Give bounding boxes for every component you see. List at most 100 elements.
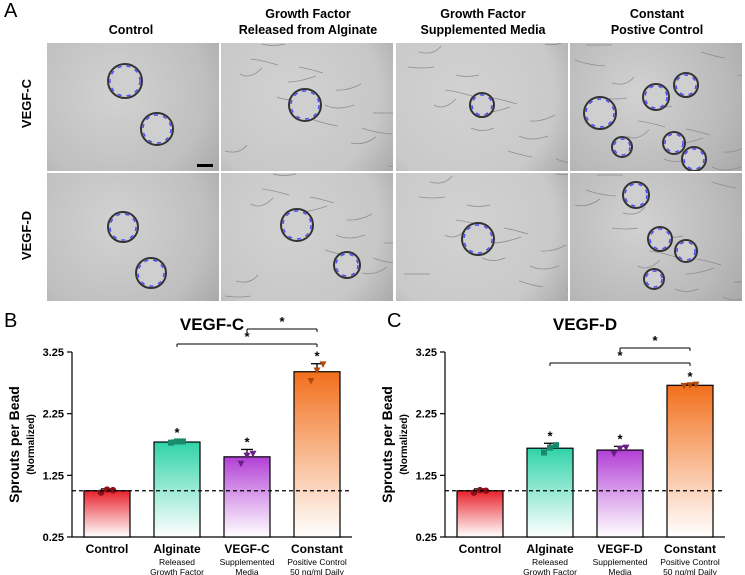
micrograph-image bbox=[574, 174, 742, 301]
y-tick-label: 0.25 bbox=[416, 532, 437, 544]
y-axis-label: Sprouts per Bead bbox=[6, 386, 22, 503]
sprout-trace bbox=[418, 45, 442, 54]
chart-title: VEGF-C bbox=[180, 315, 244, 334]
sprout-trace bbox=[711, 181, 737, 189]
category-sublabel: Positive Control bbox=[287, 557, 347, 567]
category-label: Alginate bbox=[153, 542, 201, 556]
sprout-trace bbox=[574, 198, 601, 207]
sprout-trace bbox=[674, 288, 699, 292]
data-point bbox=[249, 450, 257, 458]
sprout-trace bbox=[287, 75, 317, 83]
y-tick-label: 3.25 bbox=[43, 347, 64, 359]
sprout-trace bbox=[387, 165, 393, 167]
sprout-trace bbox=[685, 128, 711, 136]
sprout-trace bbox=[313, 119, 339, 127]
category-label: Alginate bbox=[526, 542, 574, 556]
bead bbox=[622, 181, 650, 209]
sprout-trace bbox=[261, 43, 286, 46]
category-sublabel: 50 ng/ml Daily bbox=[290, 567, 345, 575]
micrograph-tile bbox=[395, 172, 569, 302]
column-heading-supplemented: Growth Factor Supplemented Media bbox=[396, 6, 570, 38]
bead-nuclei-stain bbox=[645, 270, 663, 288]
micrograph-tile bbox=[46, 42, 220, 172]
sprout-trace bbox=[611, 227, 639, 230]
category-label: Control bbox=[459, 542, 502, 556]
sprout-trace bbox=[309, 196, 335, 204]
micrograph-image bbox=[107, 211, 167, 289]
bead-nuclei-stain bbox=[137, 259, 165, 287]
bead-nuclei-stain bbox=[676, 241, 696, 261]
category-label: VEGF-C bbox=[224, 542, 270, 556]
category-sublabel: Supplemented bbox=[220, 557, 275, 567]
micrograph-image bbox=[224, 173, 393, 298]
bead bbox=[135, 257, 167, 289]
data-point bbox=[686, 382, 694, 389]
bead bbox=[662, 131, 686, 155]
category-sublabel: Released bbox=[532, 557, 568, 567]
y-tick-label: 2.25 bbox=[416, 409, 437, 421]
vegf-c-bar-chart: VEGF-C Sprouts per Bead (Normalized) 0.25 1.… bbox=[6, 314, 352, 575]
sprout-trace bbox=[466, 204, 491, 207]
panel-label-c: C bbox=[387, 310, 402, 332]
bead-nuclei-stain bbox=[649, 228, 671, 250]
bead bbox=[107, 63, 143, 99]
micrograph-image bbox=[107, 63, 213, 167]
sprout-trace bbox=[503, 227, 529, 235]
sprout-trace bbox=[224, 295, 252, 298]
bracket-star: * bbox=[652, 333, 658, 348]
data-point bbox=[476, 486, 484, 494]
sprout-trace bbox=[733, 281, 742, 283]
micrograph-tile bbox=[395, 42, 569, 172]
y-tick-label: 0.25 bbox=[43, 532, 64, 544]
category-sublabel: Media bbox=[608, 567, 631, 575]
sprout-trace bbox=[529, 114, 556, 122]
bead-nuclei-stain bbox=[585, 98, 615, 128]
row-heading-vegf-c: VEGF-C bbox=[19, 78, 35, 129]
y-tick-label: 3.25 bbox=[416, 347, 437, 359]
sprout-trace bbox=[648, 250, 677, 258]
bead-nuclei-stain bbox=[675, 74, 697, 96]
bead-nuclei-stain bbox=[624, 183, 648, 207]
column-heading-constant: Constant Postive Control bbox=[570, 6, 744, 38]
bar-control bbox=[456, 490, 504, 538]
bead bbox=[673, 72, 699, 98]
category-sublabel: 50 ng/ml Daily bbox=[663, 567, 718, 575]
data-point bbox=[243, 452, 251, 460]
category-sublabel: Growth Factor bbox=[150, 567, 204, 575]
sprout-trace bbox=[324, 104, 355, 109]
micrograph-tile bbox=[569, 172, 743, 302]
column-heading-control: Control bbox=[44, 22, 218, 38]
sprout-trace bbox=[350, 136, 377, 145]
sprout-trace bbox=[544, 43, 563, 46]
micrograph-tile bbox=[569, 42, 743, 172]
bead bbox=[647, 226, 673, 252]
sprout-trace bbox=[433, 98, 457, 108]
sprout-trace bbox=[722, 148, 742, 153]
category-label: VEGF-D bbox=[597, 542, 643, 556]
y-tick-label: 2.25 bbox=[43, 409, 64, 421]
bead-nuclei-stain bbox=[109, 213, 137, 241]
data-point bbox=[109, 486, 117, 494]
bar-control bbox=[83, 490, 131, 538]
bead bbox=[643, 268, 665, 290]
panel-label-a: A bbox=[4, 0, 18, 22]
micrograph-image bbox=[574, 44, 742, 171]
column-heading-text: Control bbox=[108, 23, 154, 37]
data-point bbox=[482, 487, 490, 494]
sprout-trace bbox=[298, 66, 324, 74]
sprout-trace bbox=[518, 280, 544, 288]
sprout-trace bbox=[574, 59, 606, 67]
significance-star: * bbox=[314, 349, 320, 364]
category-sublabel: Supplemented bbox=[593, 557, 648, 567]
sprout-trace bbox=[235, 274, 259, 283]
category-sublabel: Released bbox=[159, 557, 195, 567]
sprout-trace bbox=[261, 188, 290, 196]
micrograph-tile bbox=[220, 42, 394, 172]
significance-star: * bbox=[617, 431, 623, 446]
data-point bbox=[541, 449, 547, 456]
bead bbox=[280, 208, 314, 242]
sprout-trace bbox=[492, 97, 518, 105]
category-sublabel: Growth Factor bbox=[523, 567, 577, 575]
sprout-trace bbox=[444, 89, 473, 97]
y-tick-label: 1.25 bbox=[43, 470, 64, 482]
